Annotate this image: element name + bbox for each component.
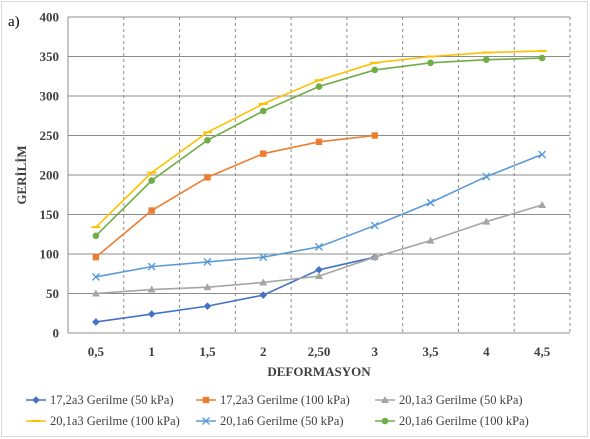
data-point xyxy=(203,257,212,266)
legend-swatch-marker xyxy=(32,396,40,404)
legend-item: 20,1a3 Gerilme (100 kPa) xyxy=(26,414,180,428)
data-point xyxy=(538,201,547,209)
legend-label: 20,1a6 Gerilme (50 kPa) xyxy=(220,414,344,428)
series-5 xyxy=(91,150,547,281)
data-point xyxy=(259,107,267,115)
data-point xyxy=(426,198,435,207)
legend-swatch-marker xyxy=(202,417,210,425)
legend-item: 20,1a3 Gerilme (50 kPa) xyxy=(375,393,523,407)
data-point xyxy=(203,302,212,310)
y-tick-label: 100 xyxy=(40,247,60,262)
x-tick-label: 0,5 xyxy=(88,344,105,359)
y-tick-label: 400 xyxy=(40,10,60,25)
legend-swatch-marker xyxy=(381,396,389,403)
data-point xyxy=(148,177,155,184)
data-point xyxy=(370,221,379,230)
series-3 xyxy=(91,201,547,297)
data-point xyxy=(427,59,434,67)
series-line xyxy=(95,256,375,323)
legend-item: 17,2a3 Gerilme (100 kPa) xyxy=(196,393,350,407)
x-tick-label: 4,5 xyxy=(534,344,551,359)
x-tick-label: 4 xyxy=(483,344,490,359)
legend-label: 20,1a6 Gerilme (100 kPa) xyxy=(399,414,529,428)
panel-label: a) xyxy=(8,14,20,30)
data-point xyxy=(370,253,379,261)
data-point xyxy=(315,138,323,146)
legend: 17,2a3 Gerilme (50 kPa) 17,2a3 Gerilme (1… xyxy=(26,393,529,428)
data-point xyxy=(92,232,100,240)
data-point xyxy=(204,174,211,181)
data-point xyxy=(203,283,212,291)
series-2 xyxy=(92,132,378,261)
x-axis-title: DEFORMASYON xyxy=(267,364,371,379)
data-point xyxy=(538,150,547,159)
data-point xyxy=(204,136,211,144)
data-point xyxy=(371,132,378,139)
x-tick-label: 1 xyxy=(148,344,155,359)
x-tick-label: 1,5 xyxy=(199,344,216,359)
y-tick-label: 350 xyxy=(40,49,60,64)
y-tick-label: 0 xyxy=(53,326,60,341)
data-point xyxy=(259,253,268,262)
legend-swatch-marker xyxy=(202,396,210,404)
y-tick-label: 150 xyxy=(40,207,60,222)
x-tick-labels: 0,5 1 1,5 2 2,50 3 3,5 4 4,5 xyxy=(88,344,551,359)
data-point xyxy=(315,272,323,280)
legend-label: 20,1a3 Gerilme (100 kPa) xyxy=(50,414,180,428)
legend-item: 20,1a6 Gerilme (100 kPa) xyxy=(375,414,529,428)
legend-label: 20,1a3 Gerilme (50 kPa) xyxy=(399,393,523,407)
data-point xyxy=(92,318,100,326)
x-tick-label: 2 xyxy=(260,344,267,359)
data-point xyxy=(315,242,323,251)
data-point xyxy=(147,285,156,293)
data-point xyxy=(482,172,491,181)
series-line xyxy=(95,134,375,258)
data-point xyxy=(260,150,267,157)
data-point xyxy=(315,266,323,274)
x-tick-label: 3 xyxy=(372,344,379,359)
series-6 xyxy=(92,54,546,240)
y-axis-title: GERİLİM xyxy=(14,145,29,204)
y-tick-label: 300 xyxy=(40,89,60,104)
data-point xyxy=(483,56,490,63)
data-point xyxy=(147,310,156,318)
data-point xyxy=(315,83,323,90)
data-point xyxy=(259,291,268,299)
y-tick-label: 200 xyxy=(40,168,60,183)
series-4 xyxy=(91,49,547,229)
series-layer xyxy=(91,49,547,326)
x-tick-label: 3,5 xyxy=(422,344,439,359)
data-point xyxy=(259,278,268,286)
data-point xyxy=(538,54,546,62)
x-tick-label: 2,50 xyxy=(308,344,331,359)
data-point xyxy=(148,207,155,214)
data-point xyxy=(92,253,100,261)
y-tick-label: 50 xyxy=(46,286,59,301)
data-point xyxy=(91,272,100,281)
legend-item: 17,2a3 Gerilme (50 kPa) xyxy=(26,393,174,407)
legend-swatch-marker xyxy=(381,417,389,425)
series-line xyxy=(95,204,543,295)
data-point xyxy=(371,66,379,74)
legend-label: 17,2a3 Gerilme (50 kPa) xyxy=(50,393,174,407)
data-point xyxy=(147,262,156,271)
y-tick-labels: 0 50 100 150 200 250 300 350 400 xyxy=(40,10,60,341)
data-point xyxy=(482,217,491,225)
data-point xyxy=(426,236,435,244)
legend-label: 17,2a3 Gerilme (100 kPa) xyxy=(220,393,350,407)
legend-item: 20,1a6 Gerilme (50 kPa) xyxy=(196,414,344,428)
grid xyxy=(67,16,571,334)
data-point xyxy=(91,289,100,297)
y-tick-label: 250 xyxy=(40,128,60,143)
